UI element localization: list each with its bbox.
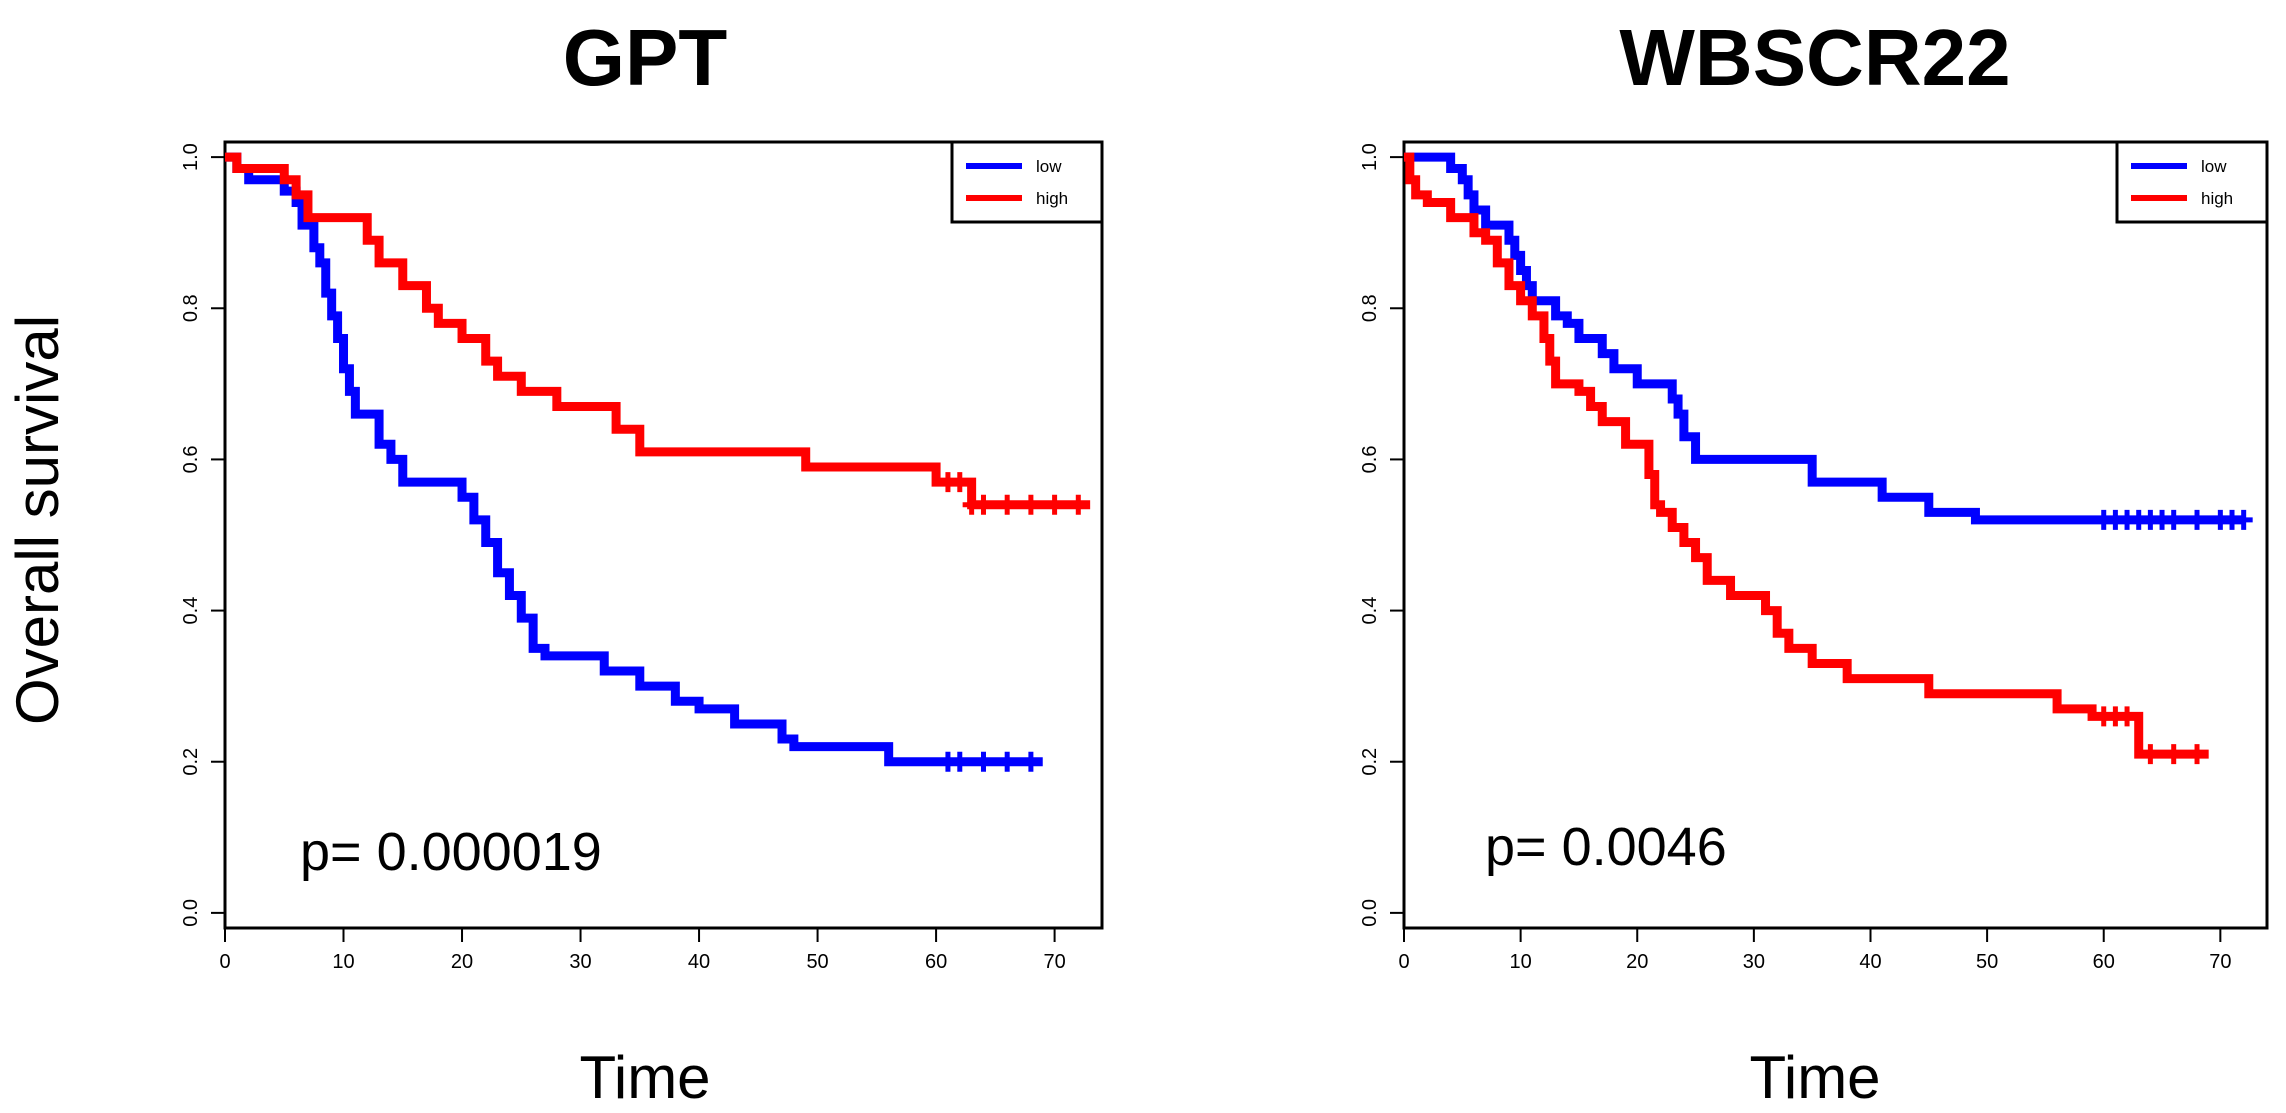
- survival-curve-low: [225, 152, 1043, 767]
- plot-area: 0 10 20 30 40 50 60 70 0.0 0.2 0.4 0.6 0.8 1.0 low high: [1359, 140, 2269, 973]
- x-tick-label: 60: [925, 951, 947, 973]
- p-value-annotation: p= 0.0046: [1485, 817, 1727, 877]
- x-axis-title: Time: [1749, 1044, 1880, 1111]
- x-tick-label: 60: [2093, 951, 2115, 973]
- x-tick-label: 10: [332, 951, 354, 973]
- censor-mark-low: [2164, 509, 2183, 530]
- panel-title: GPT: [563, 13, 728, 102]
- censor-mark-high: [974, 494, 993, 515]
- censor-mark-high: [2118, 706, 2137, 727]
- censor-mark-low: [1021, 751, 1040, 772]
- legend-label-low: low: [2201, 157, 2227, 176]
- x-axis-title: Time: [579, 1044, 710, 1111]
- x-tick-label: 70: [1043, 951, 1065, 973]
- x-tick-label: 70: [2209, 951, 2231, 973]
- panel-title: WBSCR22: [1619, 13, 2010, 102]
- km-panel-wbscr22: WBSCR22 0 10 20 30 40 50 60 70 0.0 0.2 0.4 0.6 0.8 1.…: [1359, 13, 2269, 1111]
- plot-frame: [1402, 140, 2269, 930]
- censor-mark-low: [998, 751, 1017, 772]
- censor-mark-high: [1045, 494, 1064, 515]
- censor-mark-high: [2188, 744, 2207, 765]
- km-panel-gpt: GPT 0 10 20 30 40 50 60 70 0.0 0.2 0.4 0.6 0.8 1.0 low…: [180, 13, 1104, 1111]
- x-tick-label: 10: [1509, 951, 1531, 973]
- x-tick-label: 40: [1859, 951, 1881, 973]
- p-value-annotation: p= 0.000019: [300, 822, 602, 882]
- x-tick-label: 30: [569, 951, 591, 973]
- y-tick-label: 1.0: [180, 143, 202, 171]
- x-tick-label: 30: [1743, 951, 1765, 973]
- censor-mark-high: [1021, 494, 1040, 515]
- y-tick-label: 0.0: [180, 899, 202, 927]
- censor-mark-high: [2164, 744, 2183, 765]
- censor-mark-high: [2141, 744, 2160, 765]
- legend-label-high: high: [1036, 189, 1068, 208]
- plot-area: 0 10 20 30 40 50 60 70 0.0 0.2 0.4 0.6 0.8 1.0 low high: [180, 140, 1104, 973]
- y-tick-label: 0.6: [180, 446, 202, 474]
- x-tick-label: 40: [688, 951, 710, 973]
- x-tick-label: 0: [219, 951, 230, 973]
- y-tick-label: 0.0: [1359, 899, 1381, 927]
- y-axis-title: Overall survival: [4, 315, 71, 725]
- y-tick-label: 0.2: [1359, 748, 1381, 776]
- x-tick-label: 50: [806, 951, 828, 973]
- y-tick-label: 0.6: [1359, 446, 1381, 474]
- y-tick-label: 0.8: [180, 294, 202, 322]
- survival-curve-high: [225, 152, 1091, 510]
- y-tick-label: 0.2: [180, 748, 202, 776]
- x-tick-label: 0: [1398, 951, 1409, 973]
- legend-box: [950, 140, 1104, 224]
- y-tick-label: 0.8: [1359, 294, 1381, 322]
- censor-mark-low: [950, 751, 969, 772]
- survival-curve-high: [1404, 152, 2209, 759]
- x-tick-label: 50: [1976, 951, 1998, 973]
- y-tick-label: 1.0: [1359, 143, 1381, 171]
- plot-frame: [223, 140, 1104, 930]
- censor-mark-low: [2188, 509, 2207, 530]
- legend-box: [2115, 140, 2269, 224]
- censor-mark-high: [998, 494, 1017, 515]
- survival-curve-low: [1404, 152, 2244, 525]
- censor-mark-low: [2234, 509, 2253, 530]
- legend-label-high: high: [2201, 189, 2233, 208]
- y-tick-label: 0.4: [180, 597, 202, 625]
- x-tick-label: 20: [1626, 951, 1648, 973]
- censor-mark-high: [1069, 494, 1088, 515]
- x-tick-label: 20: [451, 951, 473, 973]
- legend-label-low: low: [1036, 157, 1062, 176]
- censor-mark-high: [950, 472, 969, 493]
- censor-mark-low: [974, 751, 993, 772]
- y-tick-label: 0.4: [1359, 597, 1381, 625]
